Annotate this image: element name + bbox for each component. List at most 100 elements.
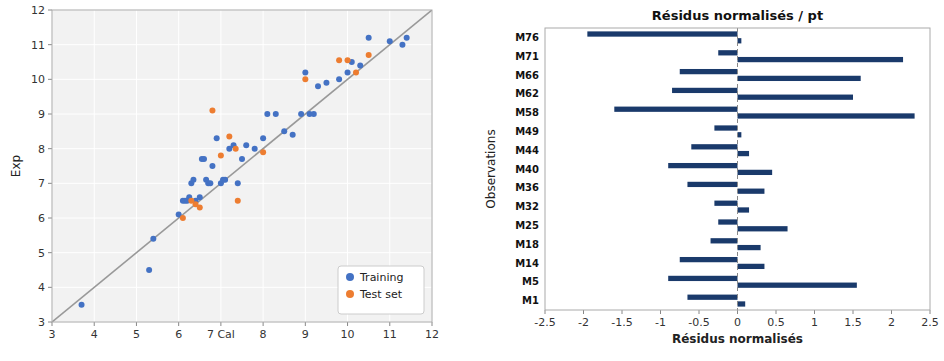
tick-mark — [220, 322, 221, 326]
point — [281, 128, 287, 134]
point — [252, 146, 258, 152]
point — [235, 198, 241, 204]
bar — [738, 189, 765, 194]
bar — [738, 132, 742, 137]
grid-line — [52, 252, 432, 253]
legend-label: Training — [359, 271, 403, 284]
grid-line — [52, 79, 432, 80]
point — [366, 35, 372, 41]
point — [197, 194, 203, 200]
bar — [738, 38, 742, 43]
tick-label: 0 — [734, 316, 741, 329]
bar — [738, 264, 765, 269]
tick-mark — [545, 310, 546, 314]
bar — [718, 50, 737, 55]
grid-line — [52, 218, 432, 219]
tick-label: 11 — [383, 328, 397, 341]
point — [222, 177, 228, 183]
bar — [680, 69, 738, 74]
category-label: M62 — [515, 88, 539, 99]
point — [260, 149, 266, 155]
category-label: M76 — [515, 32, 539, 43]
point — [235, 180, 241, 186]
tick-mark — [853, 310, 854, 314]
tick-label: 6 — [38, 212, 45, 225]
tick-label: 6 — [175, 328, 182, 341]
category-label: M58 — [515, 107, 539, 118]
category-label: M44 — [515, 145, 539, 156]
grid — [52, 10, 432, 322]
bar — [672, 88, 737, 93]
tick-mark — [48, 114, 52, 115]
tick-label: -2.5 — [534, 316, 555, 329]
tick-mark — [347, 322, 348, 326]
grid-line — [305, 10, 306, 322]
point — [387, 38, 393, 44]
bar — [668, 276, 737, 281]
category-label: M36 — [515, 182, 539, 193]
tick-mark — [305, 322, 306, 326]
point — [345, 57, 351, 63]
grid-line — [52, 183, 432, 184]
plot-background — [52, 10, 432, 322]
grid-line — [263, 10, 264, 322]
point — [302, 76, 308, 82]
plot-background — [545, 28, 930, 310]
tick-mark — [48, 252, 52, 253]
axis-label: Observations — [484, 129, 498, 208]
tick-label: -2 — [578, 316, 589, 329]
grid-line — [52, 44, 432, 45]
grid-line — [94, 10, 95, 322]
bar — [738, 226, 788, 231]
tick-mark — [622, 310, 623, 314]
legend-label: Test set — [359, 288, 403, 301]
plot-marks — [587, 28, 914, 310]
point — [239, 156, 245, 162]
bar — [738, 170, 773, 175]
point — [260, 135, 266, 141]
bar — [668, 163, 737, 168]
tick-label: 10 — [31, 73, 45, 86]
category-label: M49 — [515, 126, 539, 137]
tick-label: 5 — [133, 328, 140, 341]
bar-series — [587, 31, 737, 299]
bar — [738, 57, 904, 62]
chart-title: Résidus normalisés / pt — [652, 8, 823, 23]
grid-line — [136, 10, 137, 322]
tick-label: 10 — [341, 328, 355, 341]
tick-mark — [48, 10, 52, 11]
tick-label: 2.5 — [921, 316, 939, 329]
grid-line — [52, 148, 432, 149]
tick-mark — [136, 322, 137, 326]
point — [201, 156, 207, 162]
point — [226, 134, 232, 140]
bar — [738, 151, 750, 156]
point — [311, 111, 317, 117]
axis-label: Exp — [9, 155, 23, 177]
bar — [738, 207, 750, 212]
tick-mark — [48, 287, 52, 288]
category-label: M71 — [515, 51, 539, 62]
chart-svg: 34567 Cal891011123456789101112ExpTrainin… — [0, 0, 944, 361]
point — [150, 236, 156, 242]
tick-label: 3 — [38, 316, 45, 329]
tick-label: 7 Cal — [207, 328, 235, 341]
series-points — [180, 52, 372, 221]
point — [336, 57, 342, 63]
legend-swatch — [346, 273, 354, 281]
point — [345, 69, 351, 75]
tick-mark — [48, 218, 52, 219]
grid-line — [52, 114, 432, 115]
tick-mark — [930, 310, 931, 314]
category-label: M40 — [515, 164, 539, 175]
bar-chart: -2.5-2-1.5-1-0.500.511.522.5M1M5M14M18M2… — [484, 8, 939, 346]
tick-mark — [432, 322, 433, 326]
tick-label: -1 — [655, 316, 666, 329]
axis-label: Résidus normalisés — [672, 332, 803, 346]
point — [302, 69, 308, 75]
grid-line — [178, 10, 179, 322]
tick-mark — [776, 310, 777, 314]
tick-mark — [52, 322, 53, 326]
point — [399, 42, 405, 48]
tick-label: 1 — [811, 316, 818, 329]
